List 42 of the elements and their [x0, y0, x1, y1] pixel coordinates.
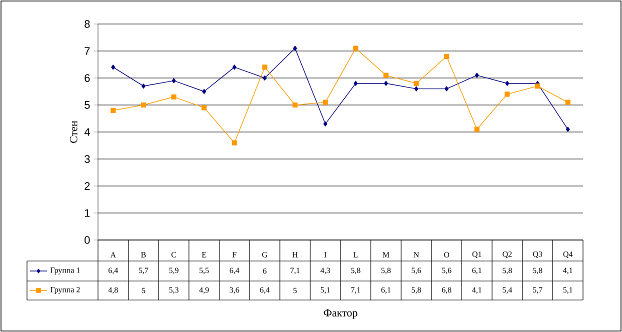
point	[171, 94, 176, 100]
point	[444, 54, 450, 59]
y-axis-title: Стен	[70, 120, 78, 143]
point	[262, 75, 267, 81]
point	[384, 80, 388, 86]
point	[292, 102, 298, 108]
point	[141, 84, 146, 89]
y-tick-label: 3	[84, 155, 90, 163]
point	[414, 80, 419, 86]
point	[293, 46, 298, 51]
point	[322, 100, 328, 105]
y-tick-label: 5	[84, 101, 90, 109]
y-tick-label: 7	[84, 47, 90, 55]
point	[534, 84, 540, 89]
point	[323, 121, 328, 126]
x-axis-title: Фактор	[324, 309, 358, 319]
point	[232, 140, 237, 146]
point	[111, 64, 116, 70]
point	[504, 92, 510, 97]
y-tick-label: 1	[84, 209, 90, 217]
point	[354, 80, 358, 86]
point	[202, 88, 206, 94]
point	[565, 100, 570, 105]
y-tick-label: 4	[84, 128, 90, 136]
y-tick-label: 0	[84, 236, 90, 244]
point	[566, 126, 570, 132]
point	[202, 105, 207, 110]
point	[140, 102, 146, 108]
y-tick-label: 8	[84, 20, 90, 28]
point	[110, 108, 116, 113]
y-tick-label: 6	[84, 74, 90, 82]
point	[262, 64, 268, 70]
point	[353, 46, 358, 51]
point	[505, 80, 510, 86]
point	[444, 86, 449, 92]
y-tick-label: 2	[84, 182, 90, 190]
point	[474, 126, 480, 132]
point	[172, 78, 176, 84]
point	[474, 72, 479, 78]
point	[232, 64, 236, 70]
point	[414, 86, 418, 92]
point	[383, 72, 389, 78]
